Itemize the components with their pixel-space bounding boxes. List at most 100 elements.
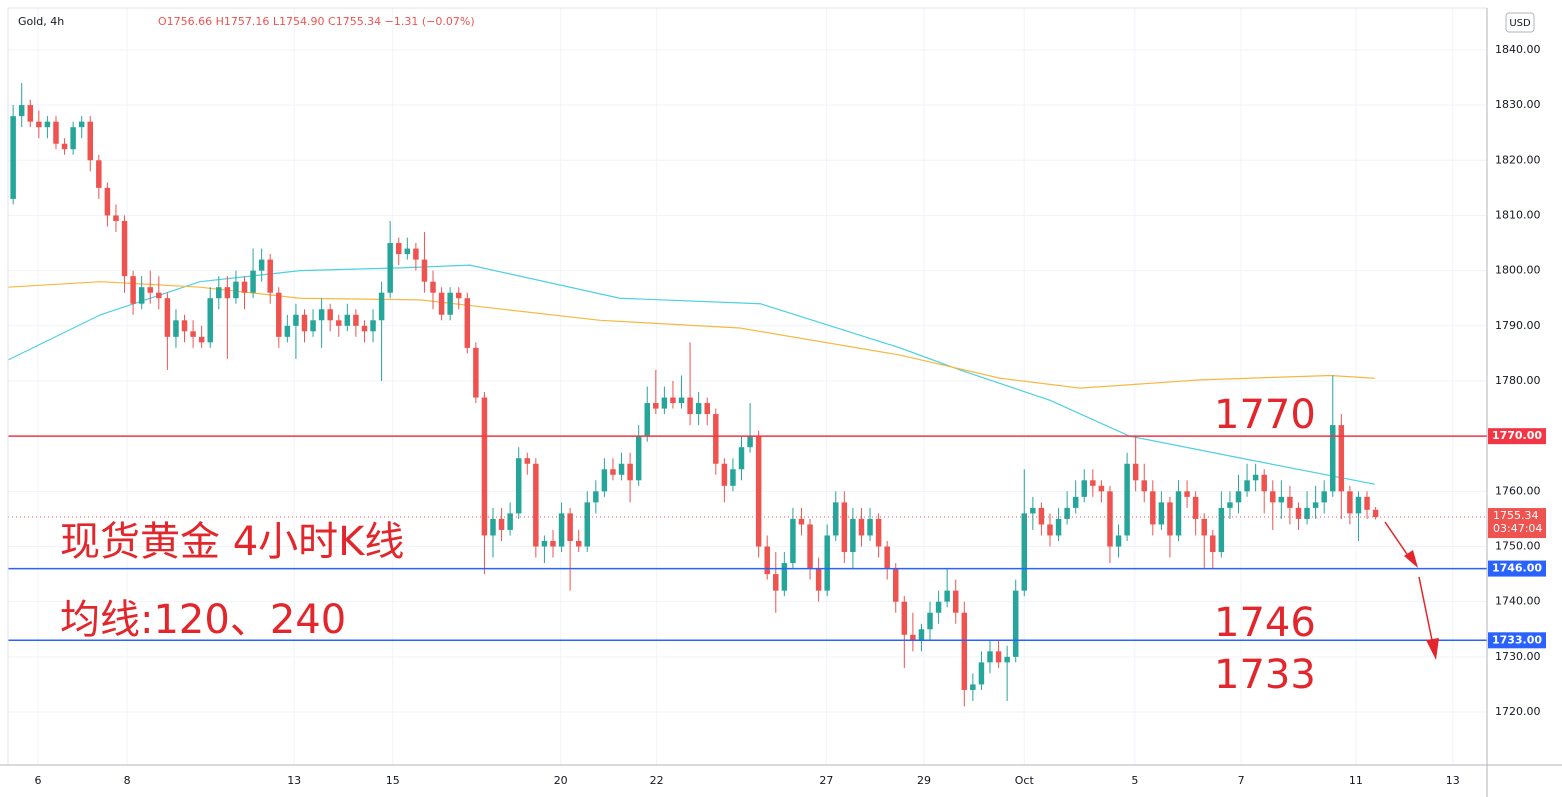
candle-body [567,513,573,541]
y-tick-label: 1810.00 [1495,208,1541,221]
candle-body [653,403,659,409]
price-label-box [1488,632,1546,649]
candle-body [533,463,539,547]
candle-body [1150,491,1156,525]
candle-body [773,574,779,591]
candle-body [121,220,128,277]
candle-body [310,320,316,332]
candle-body [1321,491,1327,503]
x-tick-label: 20 [554,774,568,787]
currency-button[interactable] [1505,12,1535,33]
x-tick-label: 22 [650,774,664,787]
candle-body [610,469,616,475]
candle-body [601,469,608,492]
currency[interactable]: USD [1509,18,1531,29]
candle-body [678,397,685,404]
candle-body [687,397,693,415]
candle-body [1098,485,1105,492]
candle-body [190,331,196,337]
candle-body [113,215,119,221]
candle-body [1227,502,1233,508]
arrow [1384,521,1412,561]
candle-body [156,292,162,299]
candle-body [87,121,94,161]
candle-body [430,281,436,293]
x-tick-label: 13 [287,774,301,787]
price-label: 1733.00 [1492,633,1542,646]
candle-body [927,612,933,630]
last-price-label: 1755.34 [1493,509,1539,522]
candle-body [841,502,848,553]
candle-body [1295,507,1302,519]
candle-body [858,518,865,536]
candle-body [258,259,265,271]
candle-body [918,629,925,641]
candle-body [713,414,719,464]
candle-body [824,535,830,591]
candle-body [1184,491,1190,497]
candle-body [233,281,239,299]
candle-body [1364,496,1370,510]
candle-body [327,309,333,321]
candle-body [147,287,153,293]
y-tick-label: 1720.00 [1495,705,1541,718]
symbol: Gold, 4h [18,15,64,28]
candle-body [1064,507,1070,519]
candle-body [738,447,745,470]
candle-body [293,314,299,326]
candle-body [198,336,205,343]
candle-body [1012,590,1019,657]
candle-body [284,325,291,337]
candle-body [670,397,676,404]
candle-body [1047,524,1053,536]
x-tick-label: Oct [1015,774,1035,787]
candle-body [1175,491,1182,536]
candle-body [447,292,453,315]
y-tick-label: 1730.00 [1495,650,1541,663]
candle-body [473,347,479,398]
y-tick-label: 1840.00 [1495,43,1541,56]
candle-body [207,298,213,343]
candle-body [1115,535,1122,547]
candle-body [78,121,85,128]
candle-body [250,270,256,293]
candle-body [336,320,342,326]
candle-body [1278,496,1285,503]
candle-body [396,243,402,255]
candle-body [910,634,916,641]
overlay [8,435,1487,642]
candle-body [875,518,882,547]
candle-body [704,403,710,415]
annotation-level: 1770 [1214,392,1316,438]
candle-body [541,540,548,547]
candle-body [995,651,1002,663]
candle-body [575,540,582,547]
candle-body [798,518,805,525]
candle-body [27,105,34,122]
candle-body [695,403,702,415]
last-price-box [1488,508,1546,539]
candle-body [353,314,359,326]
candle-body [1030,507,1036,514]
x-tick-label: 15 [386,774,400,787]
candle-body [815,568,822,591]
candle-body [404,248,411,255]
candle-body [181,320,188,332]
candle-body [318,309,325,321]
arrow-head [1404,550,1418,568]
candle-body [1347,491,1353,514]
candle-body [53,121,59,144]
candle-body [781,563,788,591]
candle-body [130,276,136,304]
candle-body [850,518,856,553]
countdown: 03:47:04 [1493,522,1542,535]
moving-average [7,281,1375,389]
candle-body [241,281,248,293]
candle-body [1287,496,1293,508]
x-tick-label: 27 [819,774,833,787]
price-label-box [1488,428,1546,445]
arrow-head [1426,638,1439,660]
candle-body [944,590,950,602]
